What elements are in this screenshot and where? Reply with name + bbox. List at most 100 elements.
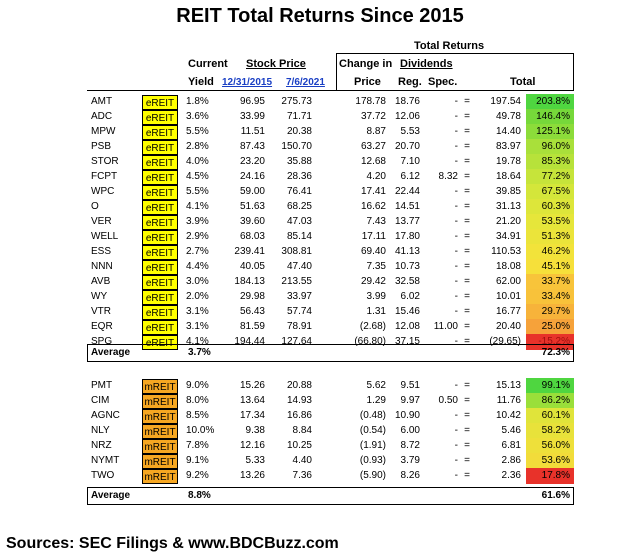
ereit-total-return-pct: 25.0% <box>526 319 574 335</box>
ereit-price-change: 17.11 <box>361 231 386 242</box>
ereit-ticker: NNN <box>91 261 113 272</box>
ereit-price-2021: 57.74 <box>286 306 312 317</box>
mreit-price-change: (0.54) <box>359 425 386 436</box>
mreit-type-tag: mREIT <box>142 439 178 454</box>
ereit-ticker: VER <box>91 216 112 227</box>
ereit-price-change: 69.40 <box>360 246 386 257</box>
ereit-special-dividends: - <box>454 231 458 242</box>
ereit-yield: 3.0% <box>186 276 209 287</box>
mreit-equals-sign: = <box>464 410 470 421</box>
ereit-total-return-pct: 45.1% <box>526 259 574 275</box>
mreit-price-2021: 8.84 <box>292 425 312 436</box>
ereit-price-2015: 51.63 <box>239 201 265 212</box>
ereit-yield: 2.0% <box>186 291 209 302</box>
ereit-price-2015: 33.99 <box>239 111 265 122</box>
ereit-regular-dividends: 14.51 <box>394 201 420 212</box>
ereit-type-tag: eREIT <box>142 290 178 305</box>
mreit-total-return-value: 11.76 <box>496 395 521 406</box>
header-date-2015: 12/31/2015 <box>222 77 273 88</box>
ereit-price-2021: 76.41 <box>286 186 312 197</box>
mreit-equals-sign: = <box>464 395 470 406</box>
mreit-price-2015: 5.33 <box>245 455 265 466</box>
ereit-total-return-pct: 51.3% <box>526 229 574 245</box>
ereit-regular-dividends: 10.73 <box>394 261 420 272</box>
mreit-price-2015: 17.34 <box>239 410 265 421</box>
ereit-equals-sign: = <box>464 171 470 182</box>
mreit-total-return-pct: 99.1% <box>526 378 574 394</box>
ereit-regular-dividends: 7.10 <box>400 156 420 167</box>
ereit-ticker: WY <box>91 291 108 302</box>
ereit-special-dividends: - <box>454 276 458 287</box>
ereit-equals-sign: = <box>464 186 470 197</box>
ereit-total-return-pct: 67.5% <box>526 184 574 200</box>
ereit-equals-sign: = <box>464 96 470 107</box>
ereit-yield: 5.5% <box>186 126 209 137</box>
ereit-price-2015: 56.43 <box>239 306 265 317</box>
ereit-ticker: PSB <box>91 141 112 152</box>
ereit-special-dividends: - <box>454 156 458 167</box>
ereit-total-return-value: 21.20 <box>495 216 521 227</box>
mreit-regular-dividends: 10.90 <box>394 410 420 421</box>
ereit-special-dividends: - <box>454 126 458 137</box>
ereit-yield: 3.6% <box>186 111 209 122</box>
ereit-ticker: O <box>91 201 99 212</box>
header-total: Total <box>510 76 536 88</box>
ereit-yield: 2.8% <box>186 141 209 152</box>
ereit-price-2015: 184.13 <box>234 276 265 287</box>
mreit-type-tag: mREIT <box>142 379 178 394</box>
ereit-yield: 4.4% <box>186 261 209 272</box>
ereit-average-row <box>87 344 574 362</box>
ereit-regular-dividends: 5.53 <box>400 126 420 137</box>
ereit-regular-dividends: 22.44 <box>394 186 420 197</box>
ereit-price-2015: 39.60 <box>239 216 265 227</box>
mreit-price-2021: 16.86 <box>286 410 312 421</box>
header-rule <box>336 53 574 54</box>
mreit-yield: 9.0% <box>186 380 209 391</box>
ereit-average-total: 72.3% <box>541 347 570 358</box>
mreit-equals-sign: = <box>464 470 470 481</box>
ereit-total-return-pct: 203.8% <box>526 94 574 110</box>
mreit-total-return-pct: 17.8% <box>526 468 574 484</box>
ereit-total-return-value: 18.64 <box>495 171 521 182</box>
mreit-total-return-pct: 60.1% <box>526 408 574 424</box>
ereit-price-2021: 47.40 <box>286 261 312 272</box>
ereit-yield: 1.8% <box>186 96 209 107</box>
ereit-type-tag: eREIT <box>142 110 178 125</box>
ereit-price-2015: 11.51 <box>240 126 265 137</box>
ereit-regular-dividends: 12.08 <box>394 321 420 332</box>
ereit-total-return-value: 18.08 <box>495 261 521 272</box>
ereit-type-tag: eREIT <box>142 335 178 350</box>
ereit-type-tag: eREIT <box>142 215 178 230</box>
ereit-total-return-value: 10.01 <box>495 291 521 302</box>
ereit-price-2015: 81.59 <box>239 321 265 332</box>
ereit-yield: 4.5% <box>186 171 209 182</box>
ereit-yield: 3.1% <box>186 321 209 332</box>
mreit-type-tag: mREIT <box>142 454 178 469</box>
ereit-price-change: 3.99 <box>366 291 386 302</box>
ereit-total-return-value: 83.97 <box>495 141 521 152</box>
mreit-price-change: 5.62 <box>366 380 386 391</box>
header-total-returns: Total Returns <box>414 40 485 52</box>
mreit-average-row <box>87 487 574 505</box>
ereit-price-2015: 59.00 <box>239 186 265 197</box>
ereit-regular-dividends: 32.58 <box>394 276 420 287</box>
mreit-special-dividends: - <box>454 380 458 391</box>
mreit-special-dividends: - <box>454 455 458 466</box>
mreit-yield: 10.0% <box>186 425 215 436</box>
ereit-special-dividends: - <box>454 111 458 122</box>
mreit-total-return-value: 2.86 <box>501 455 521 466</box>
ereit-total-return-pct: -15.2% <box>526 334 574 350</box>
ereit-total-return-pct: 46.2% <box>526 244 574 260</box>
ereit-yield: 4.1% <box>186 201 209 212</box>
ereit-total-return-pct: 125.1% <box>526 124 574 140</box>
ereit-equals-sign: = <box>464 201 470 212</box>
mreit-price-2021: 14.93 <box>286 395 312 406</box>
ereit-ticker: ESS <box>91 246 112 257</box>
ereit-price-change: (2.68) <box>359 321 386 332</box>
mreit-equals-sign: = <box>464 455 470 466</box>
mreit-special-dividends: - <box>454 440 458 451</box>
mreit-type-tag: mREIT <box>142 469 178 484</box>
ereit-special-dividends: 11.00 <box>433 321 458 332</box>
ereit-ticker: EQR <box>91 321 113 332</box>
ereit-total-return-value: 14.40 <box>495 126 521 137</box>
